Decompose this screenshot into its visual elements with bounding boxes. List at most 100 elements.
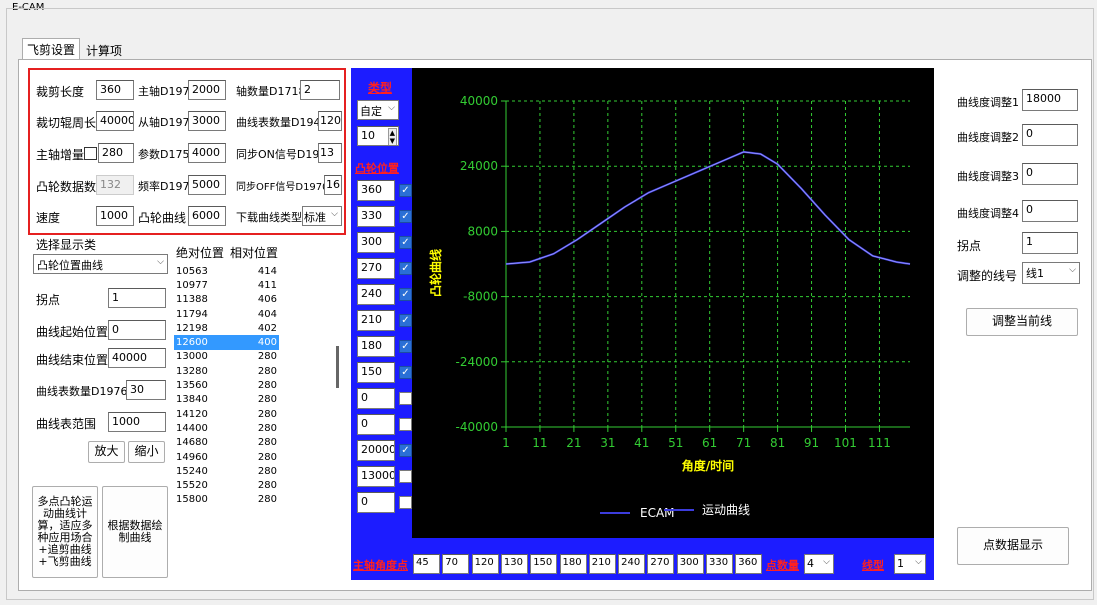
rel-pos-cell: 280	[257, 494, 277, 506]
axes-d1718-input[interactable]: 2	[300, 80, 340, 100]
curve-count-input[interactable]: 30	[126, 380, 166, 400]
checked-checkbox-icon[interactable]: ✓	[399, 236, 412, 249]
spinner-arrows-icon[interactable]: ▲ ▼	[387, 128, 397, 145]
unchecked-checkbox-icon[interactable]	[399, 418, 412, 431]
table-row[interactable]: 14400 280	[174, 421, 279, 435]
table-row[interactable]: 12600 400	[174, 335, 279, 350]
zoom-out-button[interactable]: 缩小	[128, 441, 165, 463]
main-d1978-input[interactable]: 2000	[188, 80, 226, 100]
unchecked-checkbox-icon[interactable]	[399, 496, 412, 509]
cam-point-input[interactable]: 180	[357, 336, 395, 357]
table-row[interactable]: 13280 280	[174, 364, 279, 378]
cam-curve-input[interactable]: 6000	[188, 206, 226, 226]
curve-range-input[interactable]: 1000	[108, 412, 166, 432]
line-type-select[interactable]: 1 ⌵	[894, 554, 926, 574]
list-scrollbar-thumb[interactable]	[336, 346, 339, 388]
curve-adj1-input[interactable]: 18000	[1022, 89, 1078, 111]
count-spinner[interactable]: 10 ▲ ▼	[357, 126, 399, 146]
cam-point-input[interactable]: 300	[357, 232, 395, 253]
sync-off-d1970-input[interactable]: 16	[324, 175, 342, 195]
multi-point-cam-button[interactable]: 多点凸轮运动曲线计算，适应多种应用场合+追剪曲线+飞剪曲线	[32, 486, 98, 578]
table-row[interactable]: 14680 280	[174, 436, 279, 450]
point-data-display-button[interactable]: 点数据显示	[957, 527, 1069, 565]
table-row[interactable]: 13000 280	[174, 350, 279, 364]
table-row[interactable]: 13560 280	[174, 378, 279, 392]
angle-point-input[interactable]: 45	[413, 554, 440, 574]
inflection-input[interactable]: 1	[108, 288, 166, 308]
angle-point-input[interactable]: 270	[647, 554, 675, 574]
display-type-select[interactable]: 凸轮位置曲线 ⌵	[33, 254, 168, 274]
cam-point-input[interactable]: 13000	[357, 466, 395, 487]
cam-point-input[interactable]: 150	[357, 362, 395, 383]
cam-point-input[interactable]: 20000	[357, 440, 395, 461]
cam-point-input[interactable]: 330	[357, 206, 395, 227]
curves-d1943-input[interactable]: 120	[318, 111, 342, 131]
x-tick-label: 61	[702, 436, 717, 450]
checked-checkbox-icon[interactable]: ✓	[399, 262, 412, 275]
curve-start-input[interactable]: 0	[108, 320, 166, 340]
curve-end-input[interactable]: 40000	[108, 348, 166, 368]
curve-adj4-input[interactable]: 0	[1022, 200, 1078, 222]
checked-checkbox-icon[interactable]: ✓	[399, 210, 412, 223]
table-row[interactable]: 13840 280	[174, 393, 279, 407]
tab-calc[interactable]: 计算项	[86, 44, 123, 58]
download-type-select[interactable]: 标准 ⌵	[302, 206, 342, 226]
cam-point-input[interactable]: 210	[357, 310, 395, 331]
table-row[interactable]: 15240 280	[174, 464, 279, 478]
freq-d1971-input[interactable]: 5000	[188, 175, 226, 195]
table-row[interactable]: 15800 280	[174, 493, 279, 507]
cam-point-input[interactable]: 0	[357, 414, 395, 435]
roller-circ-input[interactable]: 40000	[96, 111, 134, 131]
table-row[interactable]: 15520 280	[174, 478, 279, 492]
cam-point-input[interactable]: 240	[357, 284, 395, 305]
checked-checkbox-icon[interactable]: ✓	[399, 184, 412, 197]
unchecked-checkbox-icon[interactable]	[399, 392, 412, 405]
table-row[interactable]: 11794 404	[174, 307, 279, 321]
angle-point-input[interactable]: 240	[618, 554, 646, 574]
curve-adj2-input[interactable]: 0	[1022, 124, 1078, 146]
param-d1757-input[interactable]: 4000	[188, 143, 226, 163]
zoom-in-button[interactable]: 放大	[88, 441, 125, 463]
checked-checkbox-icon[interactable]: ✓	[399, 444, 412, 457]
speed-input[interactable]: 1000	[96, 206, 134, 226]
curve-adj3-input[interactable]: 0	[1022, 163, 1078, 185]
cut-length-input[interactable]: 360	[96, 80, 134, 100]
main-increment-checkbox[interactable]	[84, 147, 97, 160]
unchecked-checkbox-icon[interactable]	[399, 470, 412, 483]
slave-d1979-input[interactable]: 3000	[188, 111, 226, 131]
checked-checkbox-icon[interactable]: ✓	[399, 314, 412, 327]
table-row[interactable]: 14120 280	[174, 407, 279, 421]
cam-point-input[interactable]: 360	[357, 180, 395, 201]
tab-flying-cut[interactable]: 飞剪设置	[22, 38, 81, 60]
position-list[interactable]: 绝对位置 相对位置 10563 414 10977 411 11388 406 11794 4…	[172, 238, 347, 578]
angle-point-input[interactable]: 70	[442, 554, 470, 574]
adjust-current-line-button[interactable]: 调整当前线	[966, 308, 1078, 336]
sync-on-d1969-input[interactable]: 13	[318, 143, 342, 163]
checked-checkbox-icon[interactable]: ✓	[399, 288, 412, 301]
draw-from-data-button[interactable]: 根据数据绘制曲线	[102, 486, 168, 578]
angle-point-input[interactable]: 150	[530, 554, 558, 574]
cam-point-input[interactable]: 0	[357, 492, 395, 513]
cam-point-input[interactable]: 270	[357, 258, 395, 279]
angle-point-input[interactable]: 300	[676, 554, 704, 574]
position-table[interactable]: 10563 414 10977 411 11388 406 11794 404 12198 402…	[174, 264, 279, 507]
table-row[interactable]: 14960 280	[174, 450, 279, 464]
angle-point-input[interactable]: 120	[471, 554, 499, 574]
angle-point-input[interactable]: 360	[735, 554, 763, 574]
angle-point-input[interactable]: 130	[500, 554, 528, 574]
point-count-select[interactable]: 4 ⌵	[804, 554, 834, 574]
main-increment-input[interactable]: 280	[98, 143, 134, 163]
checked-checkbox-icon[interactable]: ✓	[399, 366, 412, 379]
cam-point-input[interactable]: 0	[357, 388, 395, 409]
type-select[interactable]: 自定 ⌵	[357, 100, 399, 120]
angle-point-input[interactable]: 210	[588, 554, 616, 574]
checked-checkbox-icon[interactable]: ✓	[399, 340, 412, 353]
line-no-select[interactable]: 线1 ⌵	[1022, 262, 1080, 284]
table-row[interactable]: 11388 406	[174, 293, 279, 307]
table-row[interactable]: 12198 402	[174, 321, 279, 335]
angle-point-input[interactable]: 330	[706, 554, 733, 574]
angle-point-input[interactable]: 180	[559, 554, 587, 574]
right-inflection-input[interactable]: 1	[1022, 232, 1078, 254]
table-row[interactable]: 10563 414	[174, 264, 279, 278]
table-row[interactable]: 10977 411	[174, 278, 279, 292]
